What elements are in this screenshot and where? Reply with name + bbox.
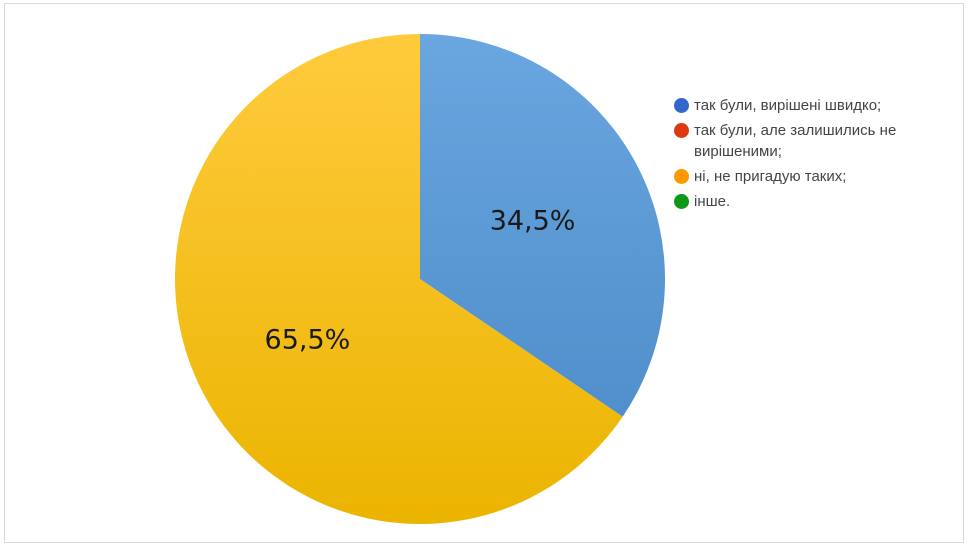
legend-label: ні, не пригадую таких; <box>694 168 847 185</box>
legend-item-resolved-quickly[interactable]: так були, вирішені швидко; <box>671 95 963 116</box>
legend-marker-icon <box>674 194 689 209</box>
legend-marker-icon <box>674 98 689 113</box>
legend-label: так були, але залишились не вирішеними; <box>694 122 897 160</box>
legend: так були, вирішені швидко; так були, але… <box>671 95 963 216</box>
legend-item-dont-recall[interactable]: ні, не пригадую таких; <box>671 166 963 187</box>
legend-item-unresolved[interactable]: так були, але залишились не вирішеними; <box>671 120 963 162</box>
legend-label: інше. <box>694 193 731 210</box>
legend-marker-icon <box>674 123 689 138</box>
legend-item-other[interactable]: інше. <box>671 191 963 212</box>
pie-slice-0[interactable] <box>420 34 665 417</box>
legend-marker-icon <box>674 169 689 184</box>
slice-value-label-2: 65,5% <box>265 325 351 356</box>
pie-value-labels: 34,5% 65,5% <box>265 205 576 355</box>
legend-label: так були, вирішені швидко; <box>694 97 882 114</box>
slice-value-label-0: 34,5% <box>490 205 576 236</box>
pie-slice-2[interactable] <box>174 34 623 524</box>
pie-slices <box>174 34 665 524</box>
